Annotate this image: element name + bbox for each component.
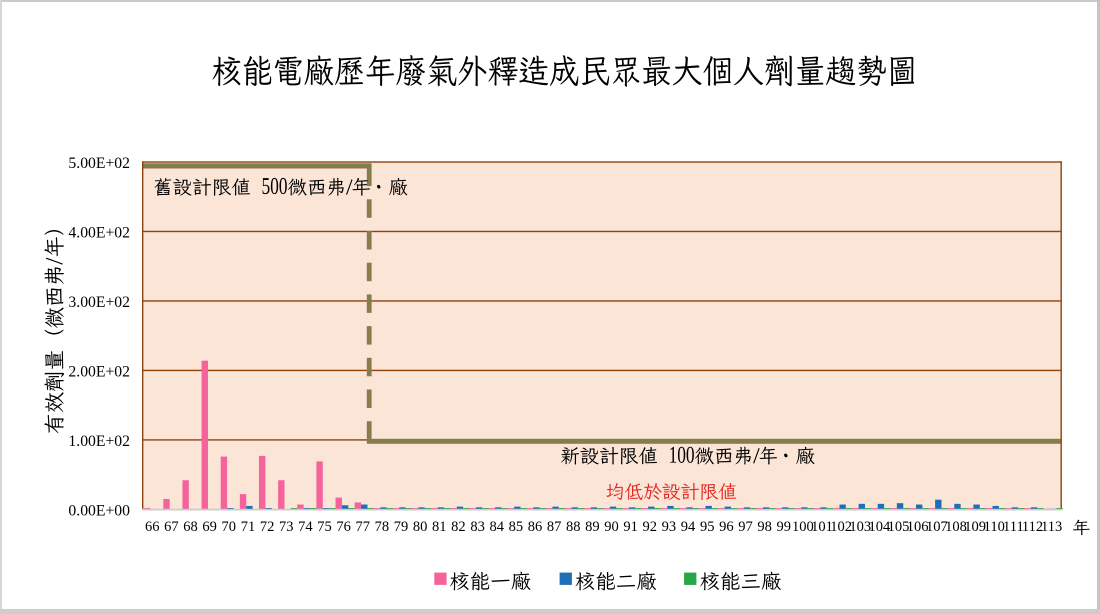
svg-text:71: 71 bbox=[241, 519, 256, 535]
svg-text:67: 67 bbox=[164, 519, 179, 535]
svg-text:112: 112 bbox=[1022, 519, 1043, 535]
svg-text:5.00E+02: 5.00E+02 bbox=[68, 155, 130, 172]
svg-text:75: 75 bbox=[317, 519, 332, 535]
svg-text:81: 81 bbox=[432, 519, 447, 535]
svg-text:93: 93 bbox=[662, 519, 677, 535]
svg-text:91: 91 bbox=[623, 519, 638, 535]
svg-text:108: 108 bbox=[945, 519, 967, 535]
svg-text:96: 96 bbox=[719, 519, 734, 535]
svg-text:88: 88 bbox=[566, 519, 581, 535]
svg-text:82: 82 bbox=[451, 519, 466, 535]
svg-text:83: 83 bbox=[470, 519, 485, 535]
svg-text:77: 77 bbox=[356, 519, 371, 535]
svg-text:101: 101 bbox=[811, 519, 833, 535]
svg-text:73: 73 bbox=[279, 519, 294, 535]
svg-text:86: 86 bbox=[528, 519, 543, 535]
svg-text:70: 70 bbox=[222, 519, 237, 535]
svg-text:98: 98 bbox=[757, 519, 772, 535]
svg-text:85: 85 bbox=[509, 519, 524, 535]
svg-text:4.00E+02: 4.00E+02 bbox=[68, 225, 130, 242]
svg-text:89: 89 bbox=[585, 519, 600, 535]
svg-text:103: 103 bbox=[849, 519, 871, 535]
svg-text:78: 78 bbox=[375, 519, 390, 535]
svg-text:2.00E+02: 2.00E+02 bbox=[68, 364, 130, 381]
svg-text:0.00E+00: 0.00E+00 bbox=[68, 503, 130, 520]
svg-text:113: 113 bbox=[1041, 519, 1062, 535]
svg-text:95: 95 bbox=[700, 519, 715, 535]
svg-text:87: 87 bbox=[547, 519, 562, 535]
svg-text:106: 106 bbox=[907, 519, 929, 535]
svg-text:111: 111 bbox=[1003, 519, 1024, 535]
svg-text:84: 84 bbox=[489, 519, 504, 535]
svg-text:105: 105 bbox=[888, 519, 910, 535]
svg-text:66: 66 bbox=[145, 519, 160, 535]
svg-text:69: 69 bbox=[202, 519, 217, 535]
svg-text:109: 109 bbox=[964, 519, 986, 535]
svg-text:72: 72 bbox=[260, 519, 275, 535]
svg-text:79: 79 bbox=[394, 519, 409, 535]
svg-text:94: 94 bbox=[681, 519, 696, 535]
svg-text:107: 107 bbox=[926, 519, 948, 535]
svg-text:102: 102 bbox=[830, 519, 852, 535]
svg-text:3.00E+02: 3.00E+02 bbox=[68, 294, 130, 311]
svg-text:100: 100 bbox=[792, 519, 814, 535]
svg-text:97: 97 bbox=[738, 519, 753, 535]
svg-text:99: 99 bbox=[776, 519, 791, 535]
svg-text:110: 110 bbox=[984, 519, 1005, 535]
svg-text:68: 68 bbox=[183, 519, 198, 535]
svg-text:80: 80 bbox=[413, 519, 428, 535]
svg-text:104: 104 bbox=[869, 519, 892, 535]
svg-text:92: 92 bbox=[643, 519, 658, 535]
svg-text:1.00E+02: 1.00E+02 bbox=[68, 433, 130, 450]
svg-text:76: 76 bbox=[336, 519, 351, 535]
svg-text:90: 90 bbox=[604, 519, 619, 535]
svg-text:74: 74 bbox=[298, 519, 313, 535]
